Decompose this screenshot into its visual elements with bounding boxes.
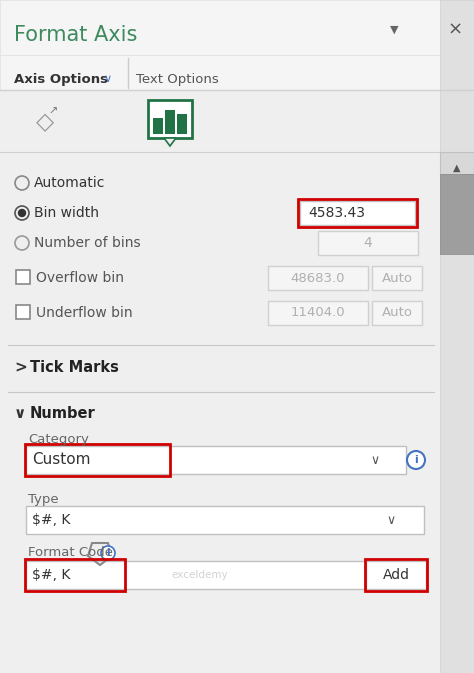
Bar — [177, 114, 187, 134]
Text: 4: 4 — [364, 236, 373, 250]
Bar — [0, 90, 440, 150]
Text: i: i — [414, 455, 418, 465]
Bar — [372, 266, 422, 290]
Bar — [298, 199, 417, 227]
Text: ◇: ◇ — [36, 110, 54, 134]
Bar — [300, 201, 415, 225]
Text: 4583.43: 4583.43 — [308, 206, 365, 220]
Text: $#, K: $#, K — [32, 513, 70, 527]
Circle shape — [101, 546, 115, 560]
Bar — [16, 305, 30, 319]
Bar — [0, 0, 474, 55]
Bar — [26, 506, 424, 534]
Text: ↗: ↗ — [48, 107, 58, 117]
Bar — [153, 118, 163, 134]
Text: ∨: ∨ — [14, 406, 27, 421]
Text: Category: Category — [28, 433, 89, 446]
Text: ×: × — [448, 21, 463, 39]
Bar — [440, 152, 474, 174]
Bar — [25, 559, 125, 591]
Text: ∨: ∨ — [104, 74, 112, 84]
Bar — [165, 110, 175, 134]
Text: ∨: ∨ — [370, 454, 379, 466]
Text: Add: Add — [383, 568, 410, 582]
Bar — [318, 231, 418, 255]
Circle shape — [407, 451, 425, 469]
Text: Automatic: Automatic — [34, 176, 105, 190]
Text: Underflow bin: Underflow bin — [36, 306, 133, 320]
Text: $#, K: $#, K — [32, 568, 70, 582]
Bar — [268, 266, 368, 290]
Circle shape — [18, 209, 26, 217]
Bar — [366, 561, 426, 589]
Text: Axis Options: Axis Options — [14, 73, 108, 85]
Text: Format Axis: Format Axis — [14, 25, 137, 45]
Text: i: i — [106, 548, 110, 558]
Polygon shape — [164, 138, 176, 146]
Text: Format Code: Format Code — [28, 546, 113, 559]
Bar — [26, 561, 374, 589]
Text: Type: Type — [28, 493, 59, 507]
Text: Number: Number — [30, 406, 96, 421]
Bar — [16, 270, 30, 284]
Text: Tick Marks: Tick Marks — [30, 361, 119, 376]
Bar — [148, 100, 192, 138]
Bar — [25, 444, 170, 476]
Text: ▲: ▲ — [453, 163, 461, 173]
Bar — [365, 559, 427, 591]
Text: ∨: ∨ — [386, 513, 395, 526]
Text: Bin width: Bin width — [34, 206, 99, 220]
Text: Custom: Custom — [32, 452, 91, 468]
Text: Overflow bin: Overflow bin — [36, 271, 124, 285]
Text: Number of bins: Number of bins — [34, 236, 141, 250]
Text: >: > — [14, 361, 27, 376]
Bar — [440, 0, 474, 673]
Text: ▼: ▼ — [390, 25, 399, 35]
Bar — [26, 446, 406, 474]
Text: Text Options: Text Options — [136, 73, 219, 85]
Text: Auto: Auto — [382, 306, 412, 320]
Bar — [268, 301, 368, 325]
Text: 48683.0: 48683.0 — [291, 271, 345, 285]
Bar — [440, 174, 474, 254]
Text: Auto: Auto — [382, 271, 412, 285]
Text: exceldemy: exceldemy — [172, 570, 228, 580]
Bar — [0, 152, 440, 673]
Text: 11404.0: 11404.0 — [291, 306, 346, 320]
Bar — [372, 301, 422, 325]
Bar — [0, 55, 474, 90]
